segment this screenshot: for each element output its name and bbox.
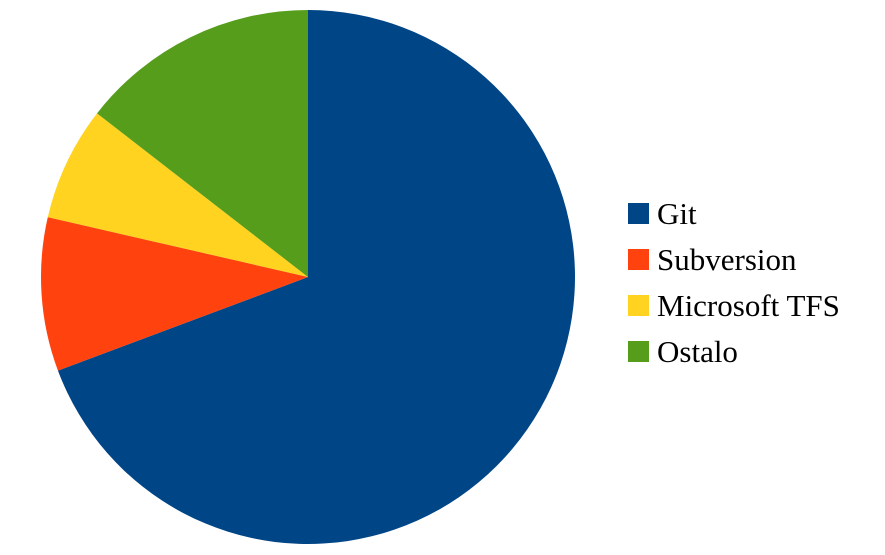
legend-label-subversion: Subversion	[657, 241, 797, 277]
pie-slice-microsoft-tfs	[47, 113, 309, 277]
legend-item-subversion: Subversion	[628, 236, 840, 282]
legend-swatch-subversion	[628, 248, 649, 270]
legend-item-microsoft-tfs: Microsoft TFS	[628, 282, 840, 328]
legend-item-git: Git	[628, 190, 840, 236]
legend-swatch-ostalo	[628, 340, 649, 362]
legend: Git Subversion Microsoft TFS Ostalo	[628, 190, 840, 374]
legend-swatch-git	[628, 202, 649, 224]
legend-label-microsoft-tfs: Microsoft TFS	[657, 287, 840, 323]
legend-swatch-microsoft-tfs	[628, 294, 649, 316]
pie-slice-git	[57, 10, 575, 544]
legend-item-ostalo: Ostalo	[628, 328, 840, 374]
legend-label-ostalo: Ostalo	[657, 333, 738, 369]
legend-label-git: Git	[657, 195, 697, 231]
pie-slice-subversion	[40, 217, 309, 371]
pie-slice-ostalo	[97, 10, 308, 277]
